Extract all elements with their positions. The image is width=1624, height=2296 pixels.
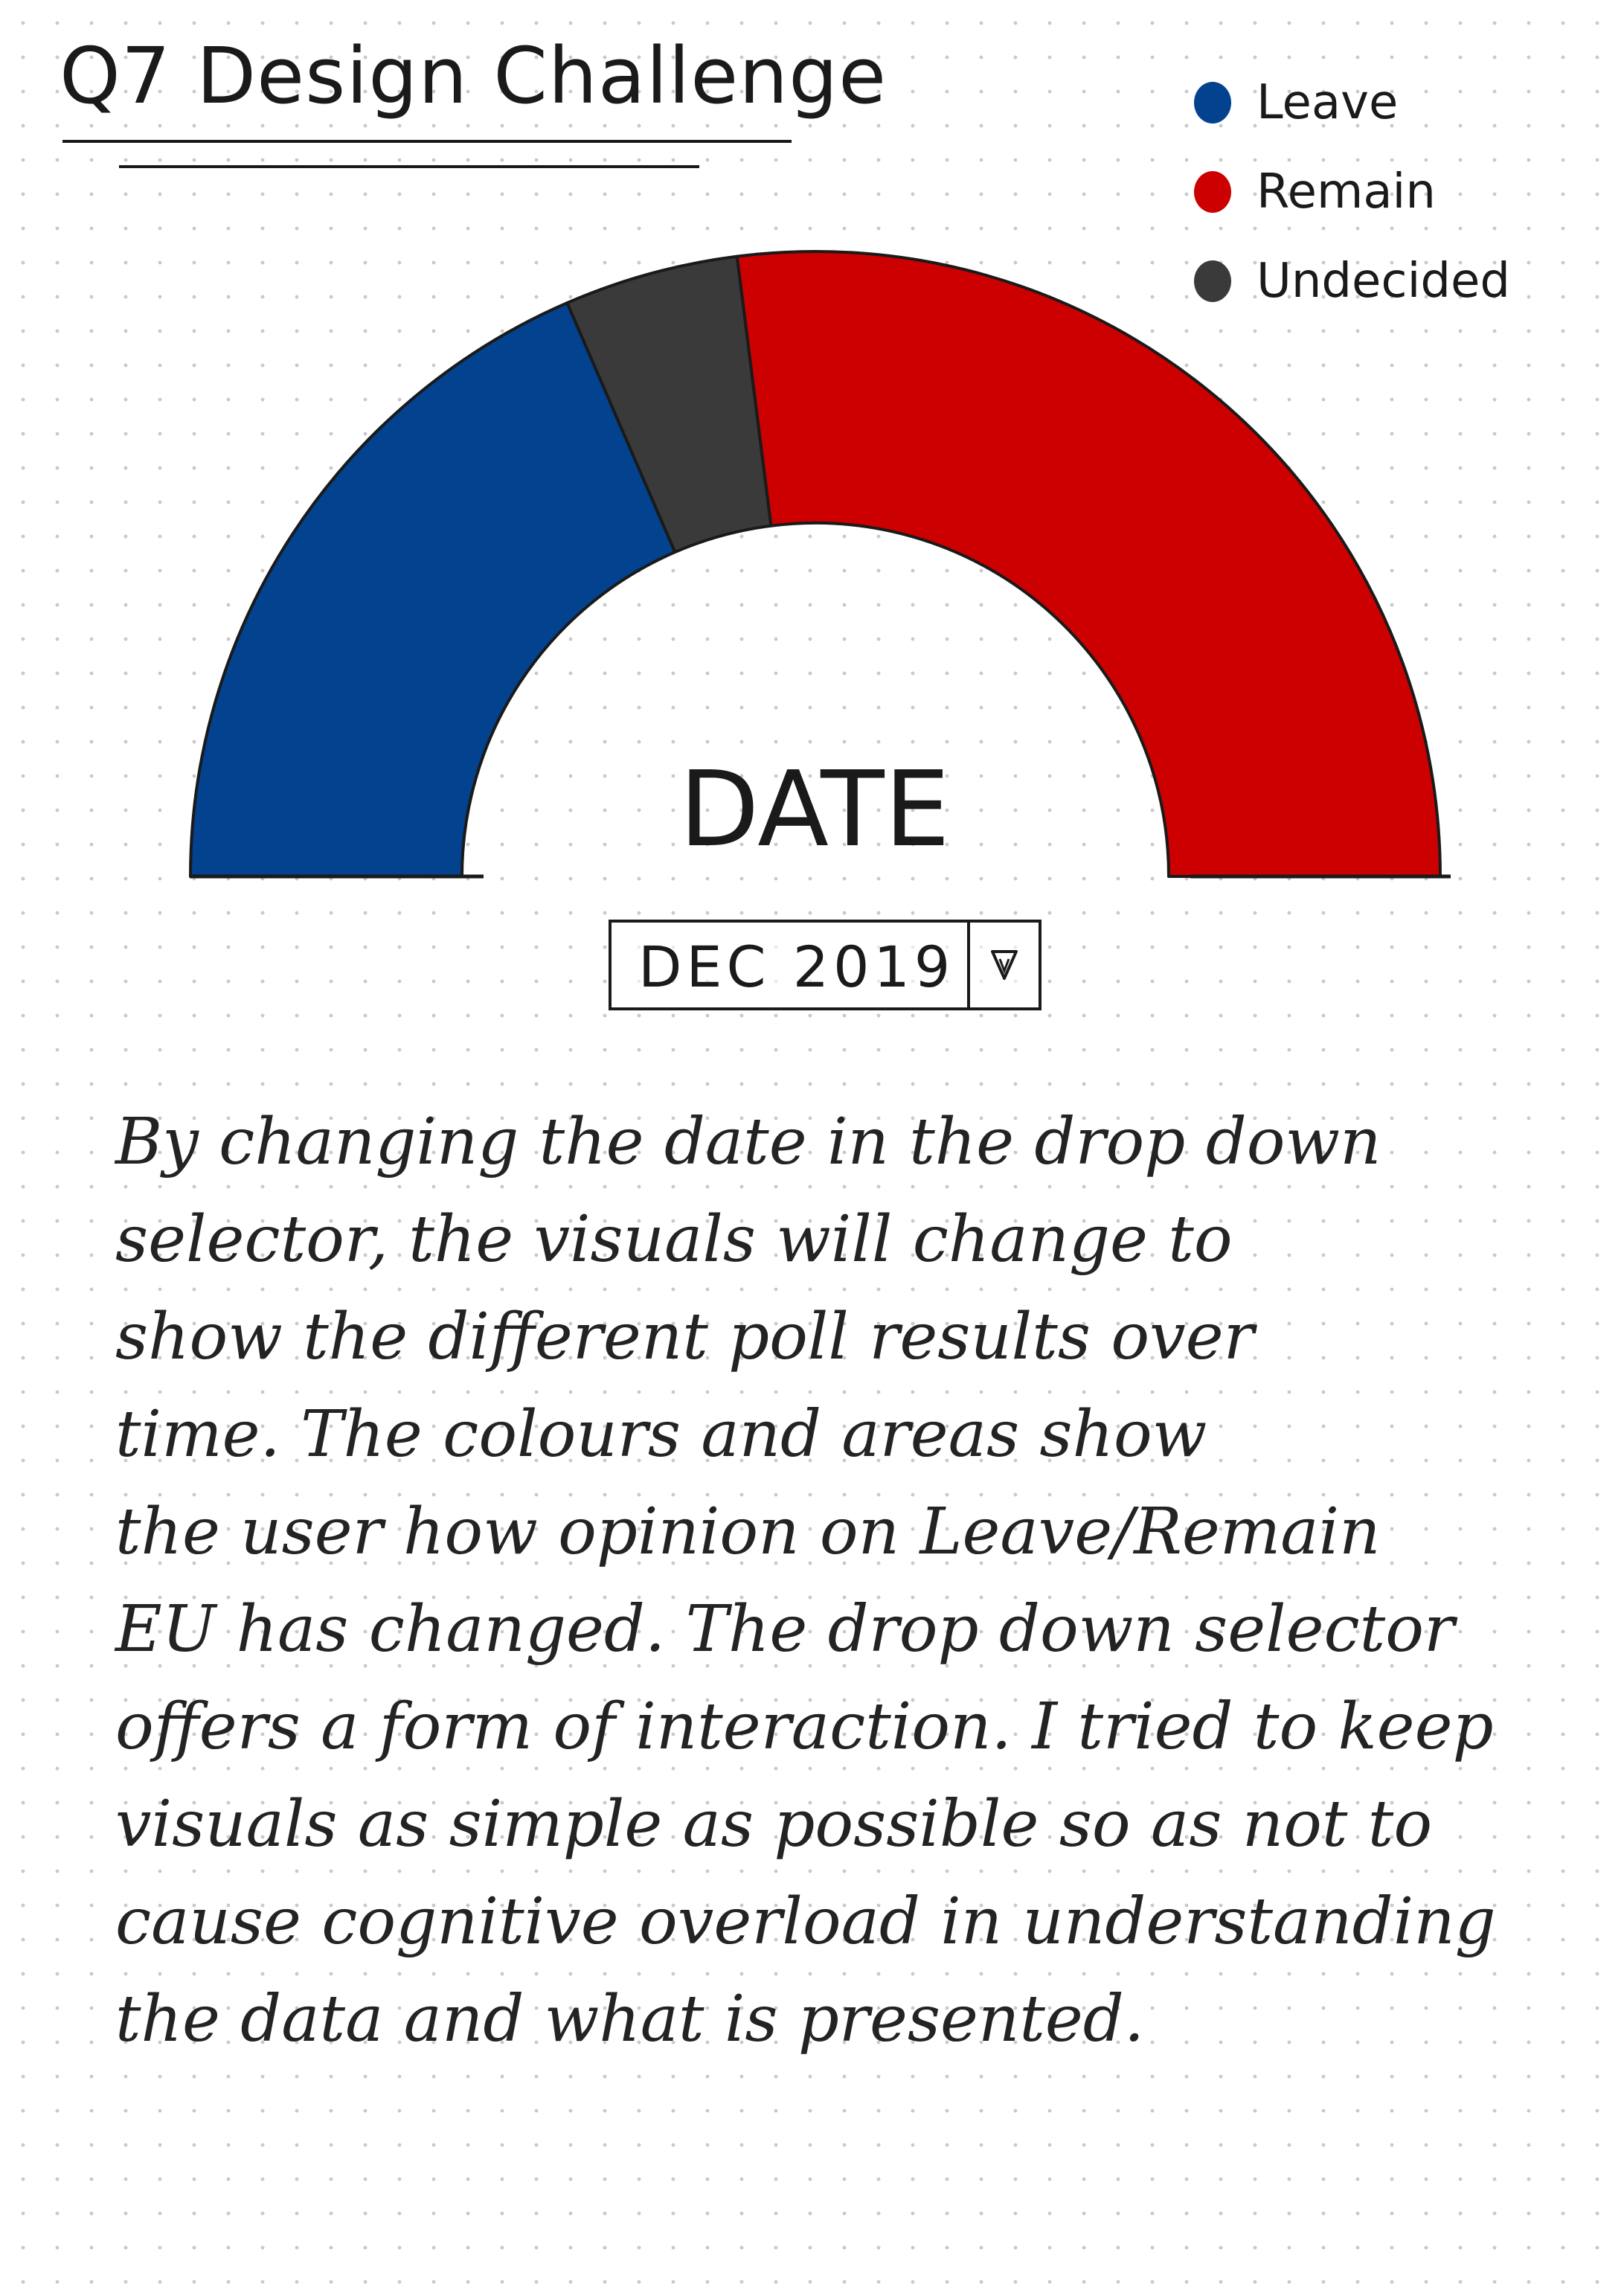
legend-label-leave: Leave bbox=[1256, 75, 1399, 130]
description-line: the data and what is presented. bbox=[115, 1982, 1145, 2056]
gauge-center-label: DATE bbox=[678, 749, 951, 870]
chevron-down-icon bbox=[991, 950, 1018, 980]
gauge-segment-leave bbox=[189, 301, 677, 878]
poll-gauge-chart bbox=[189, 250, 1451, 879]
page-title: Q7 Design Challenge bbox=[60, 31, 888, 121]
description-line: visuals as simple as possible so as not … bbox=[115, 1787, 1433, 1862]
legend-swatch-leave bbox=[1194, 82, 1231, 124]
description-line: show the different poll results over bbox=[115, 1300, 1254, 1374]
description-line: the user how opinion on Leave/Remain bbox=[115, 1495, 1381, 1569]
legend-label-remain: Remain bbox=[1256, 164, 1436, 219]
description-text: By changing the date in the drop down sel… bbox=[115, 1094, 1529, 2068]
legend-swatch-remain bbox=[1194, 171, 1231, 213]
description-line: selector, the visuals will change to bbox=[115, 1202, 1233, 1277]
description-line: offers a form of interaction. I tried to… bbox=[115, 1690, 1494, 1764]
date-dropdown-value: DEC 2019 bbox=[638, 934, 955, 1000]
title-underline-secondary bbox=[119, 165, 699, 168]
title-underline bbox=[62, 140, 792, 143]
description-line: By changing the date in the drop down bbox=[115, 1105, 1381, 1179]
description-line: time. The colours and areas show bbox=[115, 1397, 1207, 1472]
legend-label-undecided: Undecided bbox=[1256, 254, 1510, 309]
description-line: cause cognitive overload in understandin… bbox=[115, 1885, 1496, 1959]
date-dropdown[interactable]: DEC 2019 bbox=[609, 920, 1042, 1010]
description-line: EU has changed. The drop down selector bbox=[115, 1592, 1455, 1667]
legend-swatch-undecided bbox=[1194, 260, 1231, 302]
dropdown-toggle-button[interactable] bbox=[967, 923, 1039, 1007]
gauge-segment-remain bbox=[735, 250, 1442, 878]
